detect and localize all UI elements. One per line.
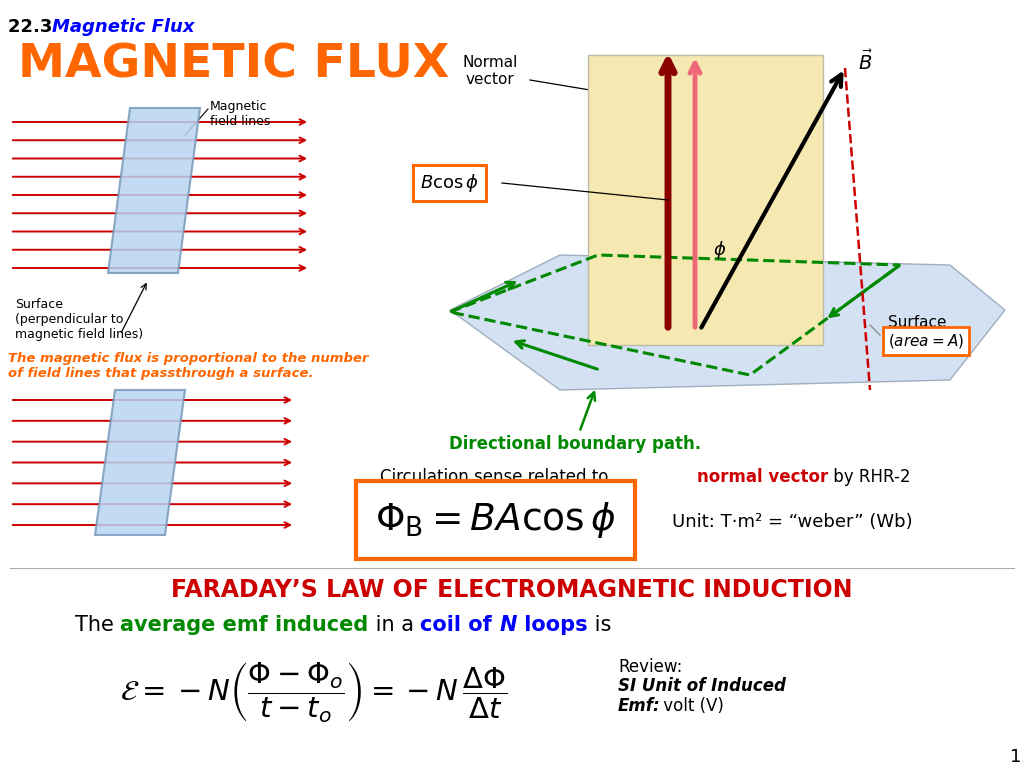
Text: Magnetic Flux: Magnetic Flux: [52, 18, 195, 36]
Text: Unit: T·m² = “weber” (Wb): Unit: T·m² = “weber” (Wb): [672, 513, 912, 531]
Text: $\mathcal{E} = -N\left(\dfrac{\Phi - \Phi_o}{t - t_o}\right) = -N\,\dfrac{\Delta: $\mathcal{E} = -N\left(\dfrac{\Phi - \Ph…: [120, 660, 507, 724]
Text: average emf induced: average emf induced: [121, 615, 369, 635]
Text: Surface
(perpendicular to
magnetic field lines): Surface (perpendicular to magnetic field…: [15, 298, 143, 341]
Polygon shape: [450, 255, 1005, 390]
Text: Normal
vector: Normal vector: [462, 55, 518, 88]
Text: by RHR-2: by RHR-2: [828, 468, 910, 486]
Text: The: The: [75, 615, 121, 635]
Text: volt (V): volt (V): [658, 697, 724, 715]
Text: SI Unit of Induced: SI Unit of Induced: [618, 677, 785, 695]
Text: The magnetic flux is proportional to the number
of field lines that passthrough : The magnetic flux is proportional to the…: [8, 352, 369, 380]
Text: MAGNETIC FLUX: MAGNETIC FLUX: [18, 42, 450, 87]
Polygon shape: [108, 108, 200, 273]
Text: normal vector: normal vector: [697, 468, 828, 486]
Text: $\vec{B}$: $\vec{B}$: [858, 50, 873, 74]
Text: coil of: coil of: [421, 615, 500, 635]
Polygon shape: [588, 55, 823, 345]
Text: $\Phi_{\rm B} = BA\cos\phi$: $\Phi_{\rm B} = BA\cos\phi$: [375, 500, 616, 540]
Text: Surface: Surface: [888, 315, 946, 330]
Text: $\phi$: $\phi$: [714, 239, 727, 261]
Text: Circulation sense related to: Circulation sense related to: [380, 468, 613, 486]
Text: 1: 1: [1010, 748, 1021, 766]
Text: FARADAY’S LAW OF ELECTROMAGNETIC INDUCTION: FARADAY’S LAW OF ELECTROMAGNETIC INDUCTI…: [171, 578, 853, 602]
Text: Emf:: Emf:: [618, 697, 660, 715]
Text: in a: in a: [369, 615, 421, 635]
Text: loops: loops: [517, 615, 588, 635]
Text: N: N: [500, 615, 517, 635]
Text: Review:: Review:: [618, 658, 682, 676]
Text: Magnetic
field lines: Magnetic field lines: [210, 100, 270, 128]
Text: $(area = A)$: $(area = A)$: [888, 332, 964, 350]
Text: is: is: [588, 615, 611, 635]
Text: Directional boundary path.: Directional boundary path.: [449, 392, 701, 453]
Polygon shape: [95, 390, 185, 535]
Text: 22.3: 22.3: [8, 18, 58, 36]
Text: $B\cos\phi$: $B\cos\phi$: [420, 172, 479, 194]
